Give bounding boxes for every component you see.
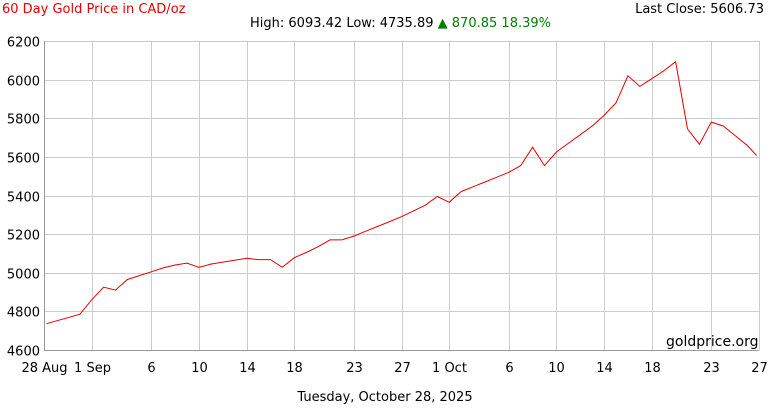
y-tick-label: 6200: [7, 36, 40, 51]
change-value: 870.85: [451, 16, 498, 31]
x-tick-label: 1 Oct: [432, 361, 467, 376]
chart-title: 60 Day Gold Price in CAD/oz: [2, 2, 186, 17]
high-low-change-readout: High: 6093.42 Low: 4735.89 ▲ 870.85 18.3…: [250, 16, 551, 31]
gold-price-line: [46, 60, 757, 325]
high-value: 6093.42: [288, 16, 343, 31]
y-tick-label: 4800: [7, 306, 40, 321]
x-tick-label: 10: [548, 361, 565, 376]
last-close-readout: Last Close: 5606.73: [635, 2, 764, 17]
last-close-value: 5606.73: [710, 2, 764, 17]
up-arrow-icon: ▲: [437, 16, 448, 31]
x-tick-label: 18: [644, 361, 661, 376]
y-tick-label: 5600: [7, 152, 40, 167]
last-close-label: Last Close:: [635, 2, 707, 17]
x-tick-label: 1 Sep: [74, 361, 111, 376]
x-tick-label: 14: [596, 361, 613, 376]
low-value: 4735.89: [379, 16, 434, 31]
y-tick-label: 4600: [7, 345, 40, 360]
y-tick-label: 5800: [7, 113, 40, 128]
y-axis-tick-labels: 4600 4800 5000 5200 5400 5600 5800 6000 6200: [7, 36, 40, 360]
date-label: Tuesday, October 28, 2025: [297, 390, 473, 405]
high-label: High:: [250, 16, 285, 31]
y-tick-label: 5000: [7, 268, 40, 283]
y-tick-label: 6000: [7, 75, 40, 90]
x-tick-label: 14: [239, 361, 256, 376]
x-tick-label: 23: [346, 361, 363, 376]
x-tick-label: 6: [147, 361, 155, 376]
watermark-text: goldprice.org: [666, 334, 759, 350]
x-tick-label: 18: [286, 361, 303, 376]
x-tick-label: 27: [394, 361, 411, 376]
y-tick-label: 5200: [7, 229, 40, 244]
chart-grid: [44, 41, 760, 351]
x-tick-label: 23: [703, 361, 720, 376]
x-tick-label: 28 Aug: [21, 361, 67, 376]
x-tick-label: 10: [191, 361, 208, 376]
x-axis-tick-labels: 28 Aug 1 Sep 6 10 14 18 23 27 1 Oct 6 10 14 18 23 27: [21, 361, 767, 376]
x-tick-label: 27: [751, 361, 768, 376]
change-percent: 18.39%: [501, 16, 551, 31]
low-label: Low:: [346, 16, 376, 31]
y-tick-label: 5400: [7, 191, 40, 206]
x-tick-label: 6: [505, 361, 513, 376]
